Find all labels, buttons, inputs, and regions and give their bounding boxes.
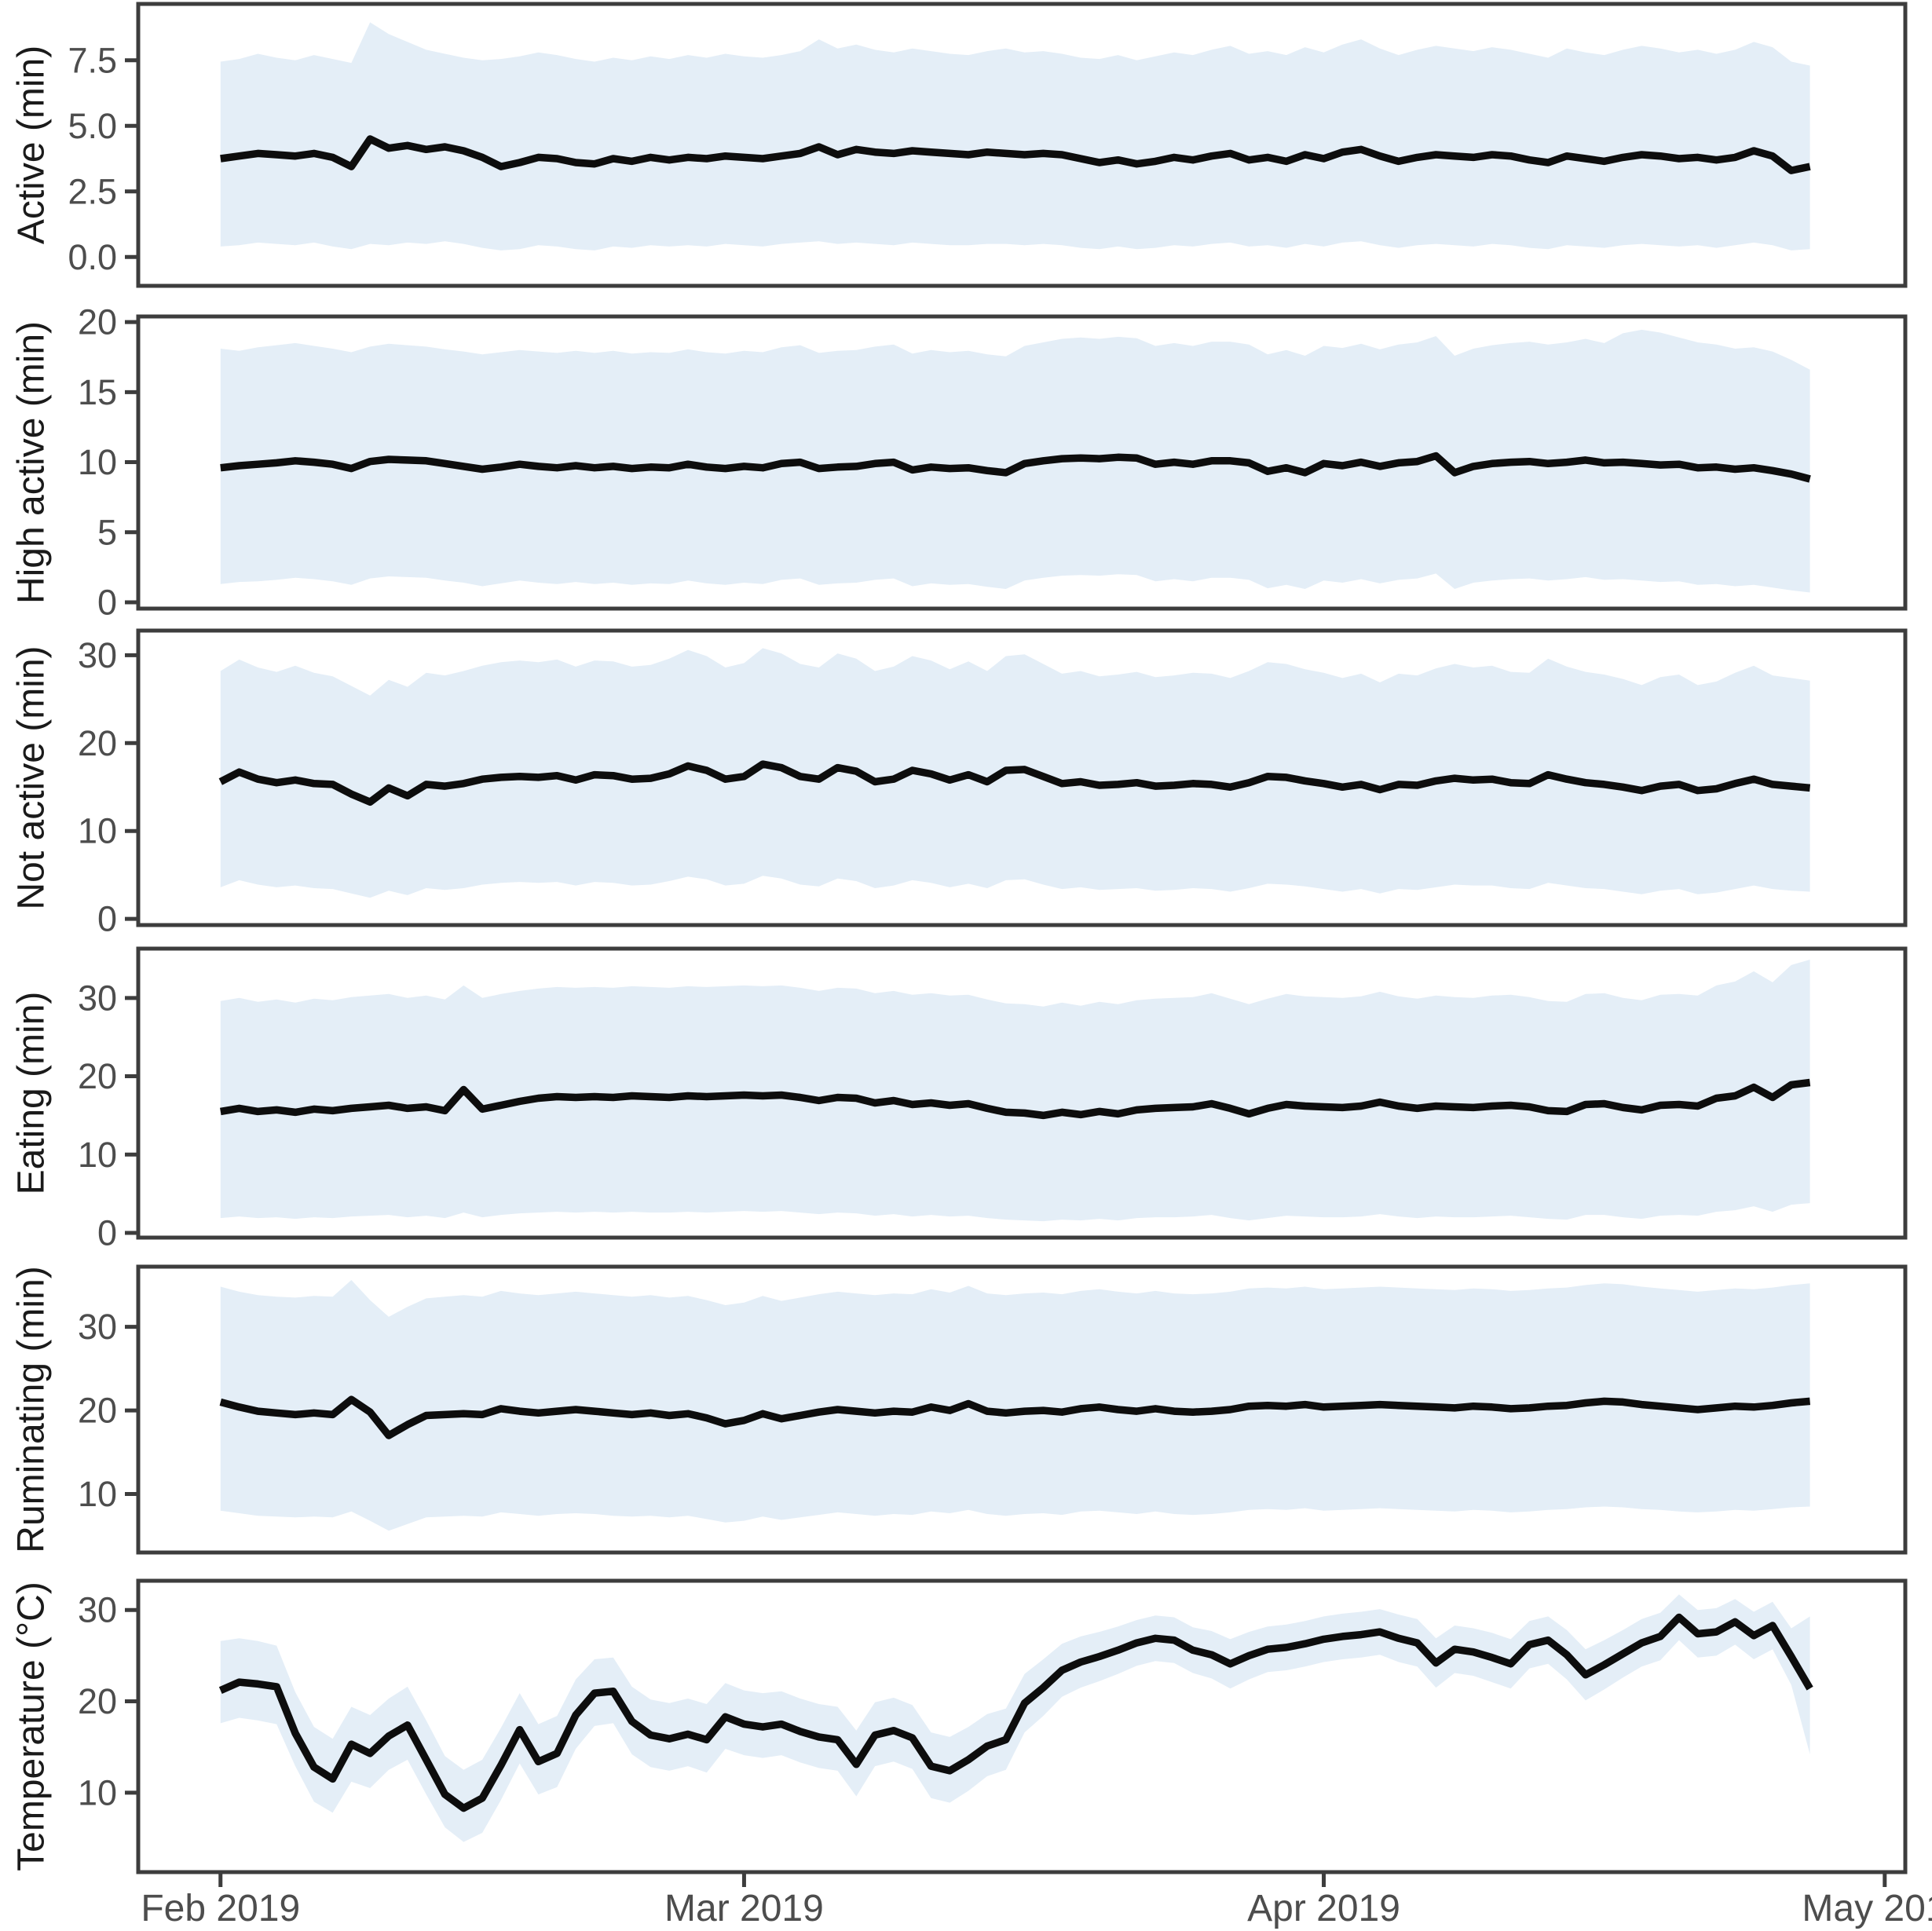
y-axis-title: Eating (min)	[11, 992, 53, 1195]
confidence-band	[220, 1280, 1810, 1531]
x-tick-label: May 2019	[1802, 1888, 1932, 1929]
panel-high-active: 0 5 10 15 20 High active (min)	[11, 302, 1908, 622]
y-tick-label: 20	[78, 1391, 117, 1431]
y-tick-label: 2.5	[68, 171, 117, 211]
y-tick-label: 20	[78, 302, 117, 342]
y-axis: 10 20 30	[78, 1307, 138, 1514]
y-axis: 0 10 20 30	[78, 635, 138, 939]
y-axis-title: High active (min)	[11, 321, 53, 604]
x-tick-label: Mar 2019	[664, 1888, 824, 1929]
y-tick-label: 5	[97, 512, 117, 552]
x-axis: Feb 2019 Mar 2019 Apr 2019 May 2019	[141, 1872, 1932, 1929]
panel-active: 0.0 2.5 5.0 7.5 Active (min)	[11, 2, 1908, 288]
y-tick-label: 30	[78, 1590, 117, 1630]
y-tick-label: 15	[78, 372, 117, 412]
panel-border	[136, 1578, 1908, 1874]
confidence-band	[220, 329, 1810, 593]
y-axis: 0 10 20 30	[78, 978, 138, 1253]
mean-line	[219, 1395, 1811, 1439]
panel-border	[136, 946, 1908, 1240]
y-tick-label: 10	[78, 1135, 117, 1175]
y-tick-label: 10	[78, 1772, 117, 1812]
y-tick-label: 7.5	[68, 40, 117, 80]
y-tick-label: 0	[97, 1213, 117, 1253]
panel-border	[136, 628, 1908, 927]
y-tick-label: 20	[78, 1681, 117, 1721]
y-tick-label: 5.0	[68, 106, 117, 146]
y-tick-label: 0.0	[68, 237, 117, 277]
y-tick-label: 30	[78, 635, 117, 675]
panel-not-active: 0 10 20 30 Not active (min)	[11, 628, 1908, 939]
x-tick-label: Feb 2019	[141, 1888, 300, 1929]
mean-line	[220, 135, 1811, 174]
y-tick-label: 10	[78, 811, 117, 851]
y-tick-label: 20	[78, 723, 117, 763]
mean-line	[220, 452, 1811, 483]
y-axis: 10 20 30	[78, 1590, 138, 1812]
y-tick-label: 10	[78, 442, 117, 482]
x-tick-label: Apr 2019	[1247, 1888, 1400, 1929]
y-tick-label: 30	[78, 978, 117, 1018]
y-tick-label: 0	[97, 899, 117, 939]
y-tick-label: 20	[78, 1056, 117, 1096]
y-axis: 0.0 2.5 5.0 7.5	[68, 40, 138, 277]
y-tick-label: 30	[78, 1307, 117, 1347]
panel-ruminating: 10 20 30 Ruminating (min)	[11, 1264, 1908, 1555]
confidence-band	[220, 960, 1810, 1222]
panel-border	[136, 2, 1908, 288]
panel-eating: 0 10 20 30 Eating (min)	[11, 946, 1908, 1253]
y-axis-title: Active (min)	[11, 46, 53, 244]
mean-line	[218, 1613, 1813, 1812]
y-axis-title: Temperature (°C)	[11, 1582, 53, 1871]
confidence-band	[220, 22, 1810, 251]
mean-line	[220, 1078, 1811, 1120]
y-axis-title: Not active (min)	[11, 645, 53, 909]
y-axis-title: Ruminating (min)	[11, 1266, 53, 1552]
panel-temperature: 10 20 30 Temperature (°C) Feb 2019 Mar 2019 Ap…	[11, 1578, 1932, 1929]
mean-line	[218, 760, 1811, 806]
y-axis: 0 5 10 15 20	[78, 302, 138, 622]
y-tick-label: 0	[97, 582, 117, 622]
y-tick-label: 10	[78, 1474, 117, 1514]
